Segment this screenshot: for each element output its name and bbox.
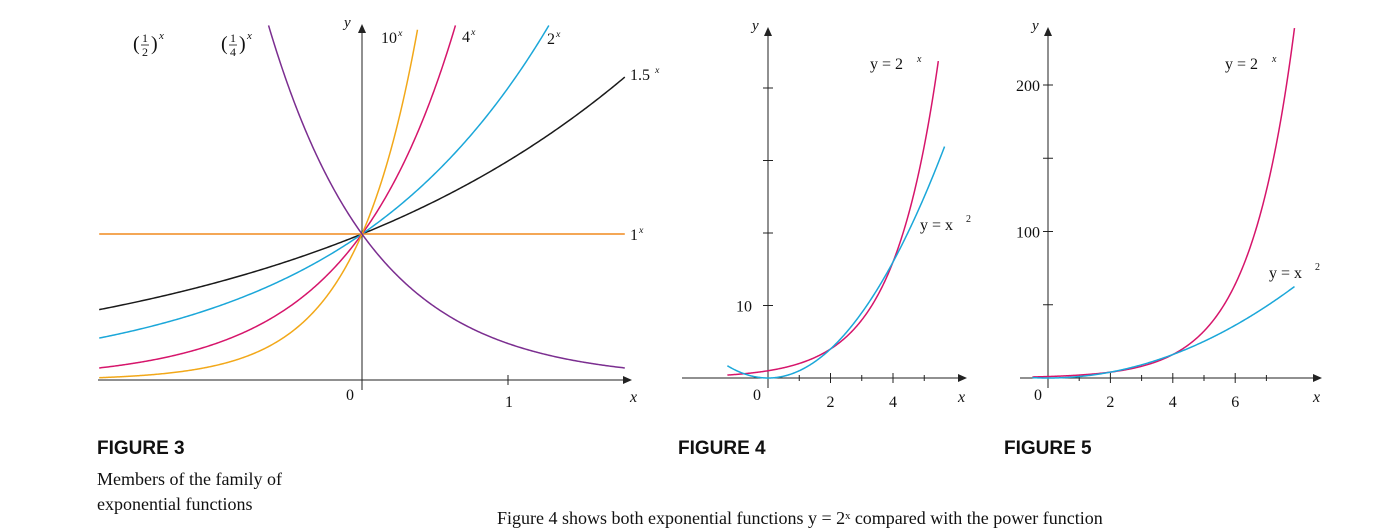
label-half-x-lparen: (: [133, 33, 140, 55]
series-line-1: [99, 25, 550, 339]
y-tick-label-100: 100: [1016, 225, 1040, 242]
label-2x-base: 2: [547, 31, 555, 48]
label-1x-base: 1: [630, 227, 638, 244]
label-pow-base: y = x: [920, 217, 953, 234]
x-axis-arrow: [623, 376, 632, 384]
label-4x-sup: x: [470, 27, 476, 38]
label-exp-sup: x: [1271, 54, 1277, 65]
chart-figure-3: 0 1 xy1.5 x2 x4 x10 x1 x(12) x(14) x: [98, 15, 660, 411]
y-tick-label-200: 200: [1016, 78, 1040, 95]
x-tick-label-0: 0: [1034, 387, 1042, 404]
label-pow-sup: 2: [1315, 262, 1320, 273]
x-tick-label-2: 2: [1106, 394, 1114, 411]
label-pow-sup: 2: [966, 214, 971, 225]
figure-3-title: FIGURE 3: [97, 438, 185, 459]
label-quarter-x-sup: x: [246, 30, 252, 42]
figure-3-caption: Members of the family of exponential fun…: [97, 469, 282, 514]
label-1-5x-base: 1.5: [630, 67, 650, 84]
label-quarter-x-rparen: ): [239, 33, 246, 55]
y-axis-label: y: [1030, 18, 1039, 34]
series-line-1: [1032, 285, 1295, 379]
label-quarter-x-den: 4: [230, 45, 236, 59]
x-tick-label-0: 0: [346, 387, 354, 404]
x-tick-label-4: 4: [889, 394, 897, 411]
series-line-0: [727, 60, 940, 376]
figure-5-title: FIGURE 5: [1004, 438, 1092, 459]
y-axis-arrow: [764, 27, 772, 36]
chart-figure-4: 0 2 4 10 x y y = 2 x y = x 2: [682, 18, 971, 411]
y-axis-arrow: [358, 24, 366, 33]
series-line-0: [1032, 27, 1296, 378]
chart-figure-5: 0 2 4 6 100 200 x y y = 2 x y = x 2: [1016, 18, 1322, 411]
label-exp-sup: x: [916, 54, 922, 65]
y-axis-arrow: [1044, 27, 1052, 36]
label-10x-base: 10: [381, 30, 397, 47]
x-axis-arrow: [1313, 374, 1322, 382]
x-axis-label: x: [957, 389, 965, 406]
y-tick-label-10: 10: [736, 299, 752, 316]
series-line-6: [267, 25, 625, 369]
body-text-fragment: Figure 4 shows both exponential function…: [497, 508, 1103, 528]
label-half-x-sup: x: [158, 30, 164, 42]
label-quarter-x-lparen: (: [221, 33, 228, 55]
label-half-x-rparen: ): [151, 33, 158, 55]
figure-4-title: FIGURE 4: [678, 438, 766, 459]
y-axis-label: y: [750, 18, 759, 34]
x-tick-label-0: 0: [753, 387, 761, 404]
series-line-1: [726, 146, 946, 379]
label-4x-base: 4: [462, 29, 470, 46]
label-pow-base: y = x: [1269, 265, 1302, 282]
label-half-x-den: 2: [142, 45, 148, 59]
label-10x-sup: x: [397, 28, 403, 39]
x-tick-label-2: 2: [827, 394, 835, 411]
x-tick-label-1: 1: [505, 394, 513, 411]
series-line-3: [99, 29, 419, 379]
label-1-5x-sup: x: [654, 65, 660, 76]
label-1x-sup: x: [638, 225, 644, 236]
label-2x-sup: x: [555, 29, 561, 40]
x-tick-label-6: 6: [1231, 394, 1239, 411]
x-axis-label: x: [629, 389, 637, 406]
x-axis-label: x: [1312, 389, 1320, 406]
x-axis-arrow: [958, 374, 967, 382]
y-axis-label: y: [342, 15, 351, 31]
label-half-x-num: 1: [142, 31, 148, 45]
label-exp-base: y = 2: [1225, 56, 1258, 73]
label-quarter-x-num: 1: [230, 31, 236, 45]
series-line-2: [99, 25, 457, 369]
label-exp-base: y = 2: [870, 56, 903, 73]
x-tick-label-4: 4: [1169, 394, 1177, 411]
